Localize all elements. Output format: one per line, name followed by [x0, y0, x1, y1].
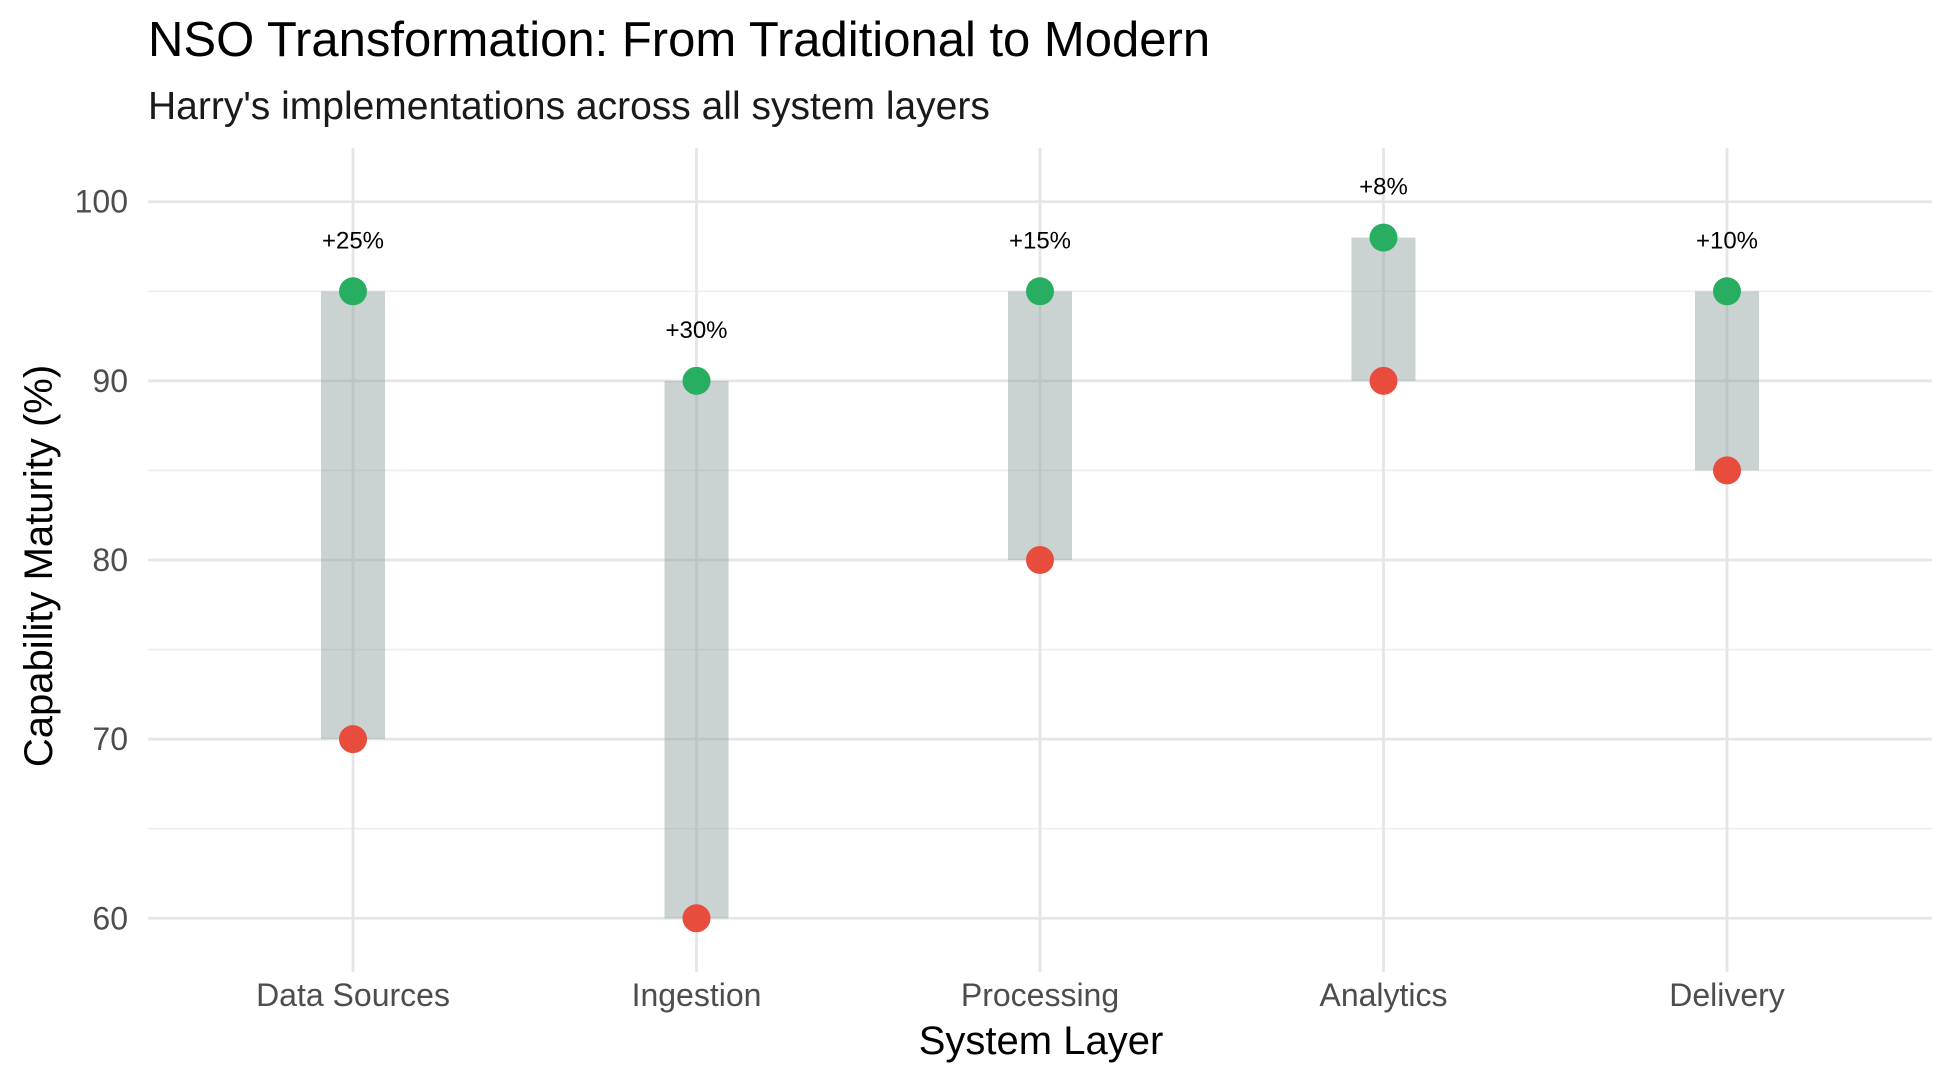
range-bar	[1351, 237, 1416, 381]
range-bar	[321, 291, 385, 740]
y-tick-label: 70	[92, 721, 128, 757]
x-tick-label: Processing	[961, 977, 1119, 1013]
y-tick-label: 100	[75, 184, 128, 220]
low-point	[682, 904, 711, 933]
data-label: +25%	[322, 227, 384, 254]
low-point	[1026, 546, 1054, 574]
range-bar	[1695, 291, 1759, 471]
high-point	[1026, 277, 1054, 306]
low-point	[1713, 456, 1741, 485]
range-bars	[321, 237, 1759, 919]
data-label: +30%	[665, 317, 727, 344]
high-point	[1713, 277, 1741, 306]
high-point	[1369, 223, 1398, 252]
high-point	[682, 366, 711, 395]
high-point	[339, 277, 367, 306]
data-label: +15%	[1009, 227, 1071, 254]
data-labels: +25% +30% +15% +8% +10%	[322, 174, 1758, 344]
data-label: +10%	[1696, 227, 1758, 254]
data-label: +8%	[1359, 174, 1408, 201]
x-axis-title: System Layer	[919, 1019, 1164, 1063]
x-tick-label: Delivery	[1669, 977, 1785, 1013]
y-tick-label: 80	[92, 542, 128, 578]
x-tick-label: Data Sources	[256, 977, 450, 1013]
low-point	[1369, 366, 1398, 395]
range-bar	[664, 380, 729, 919]
chart-title: NSO Transformation: From Traditional to …	[148, 13, 1210, 67]
range-bar	[1008, 291, 1072, 560]
y-tick-label: 90	[92, 363, 128, 399]
axis-ticks: 60 70 80 90 100 Data Sources Ingestion Processi…	[75, 184, 1785, 1013]
y-tick-label: 60	[92, 900, 128, 936]
x-tick-label: Ingestion	[632, 977, 762, 1013]
chart-subtitle: Harry's implementations across all syste…	[148, 85, 990, 128]
low-point	[339, 725, 367, 754]
x-tick-label: Analytics	[1319, 977, 1447, 1013]
data-points	[339, 223, 1741, 933]
y-axis-title: Capability Maturity (%)	[17, 365, 61, 767]
